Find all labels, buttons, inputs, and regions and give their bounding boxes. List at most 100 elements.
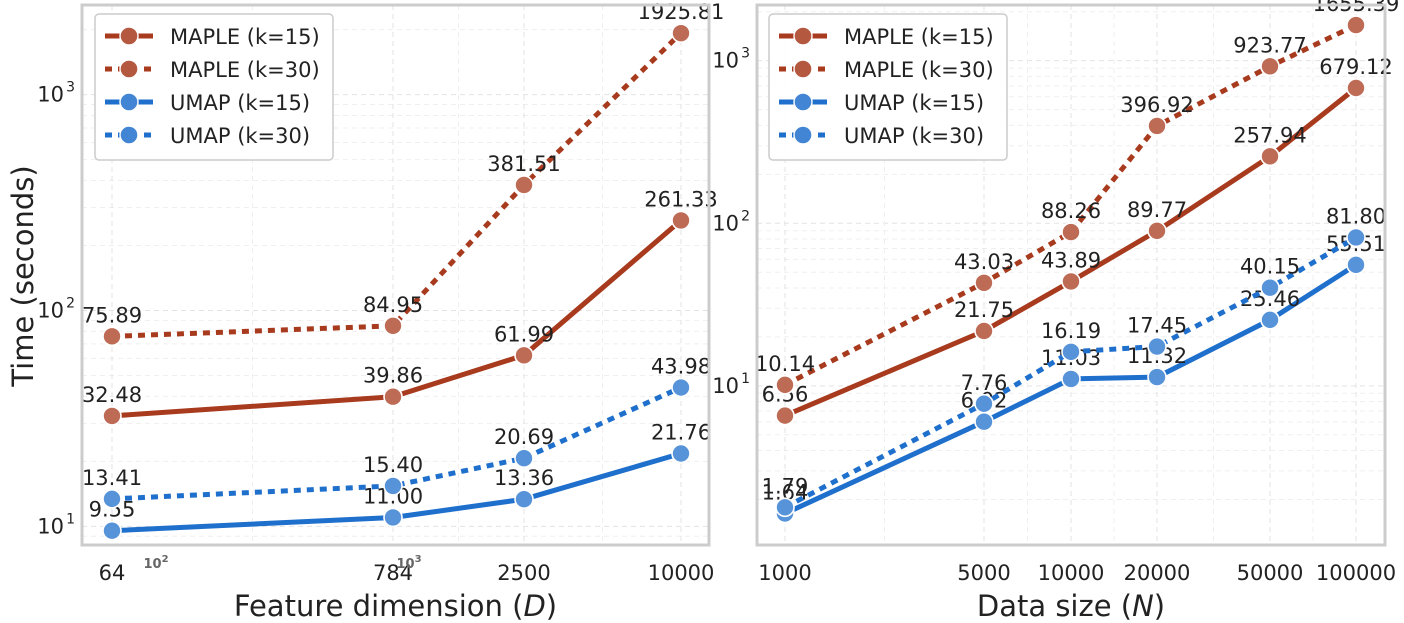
x-axis-label-var: D	[523, 589, 545, 623]
series-umap-k-30: 1.79 7.76 16.19 17.45 40.15 81.80	[762, 204, 1386, 518]
data-point	[514, 489, 534, 510]
data-label: 21.76	[651, 420, 711, 444]
series-line	[783, 22, 1358, 388]
data-label: 43.89	[1041, 248, 1101, 272]
data-point	[514, 448, 534, 469]
x-tick-label: 100000	[1316, 561, 1396, 585]
y-tick-label: 10	[712, 211, 739, 235]
legend-label: MAPLE (k=15)	[844, 25, 994, 49]
data-label: 81.80	[1326, 204, 1386, 228]
data-label: 40.15	[1240, 255, 1300, 279]
data-point	[974, 321, 994, 341]
data-point	[102, 406, 122, 426]
x-axis-label: Data size (N)	[977, 589, 1165, 623]
x-ticks: 1000 5000 10000 20000 50000 100000	[758, 561, 1396, 585]
data-point	[383, 315, 403, 336]
y-tick-exponent: 3	[741, 46, 750, 62]
data-point	[1260, 146, 1280, 167]
y-tick-base: 10	[712, 211, 739, 235]
plot-frame	[755, 3, 1387, 547]
legend-marker	[119, 92, 139, 112]
data-label: 381.51	[487, 152, 560, 176]
series-line	[783, 262, 1358, 516]
data-point	[1147, 116, 1167, 136]
x-minor-tick-label: 103	[396, 554, 421, 572]
legend-item: MAPLE (k=15)	[779, 25, 994, 49]
x-axis-label: Feature dimension (D)	[234, 589, 557, 623]
y-tick-label: 10	[37, 83, 64, 107]
data-point	[1061, 222, 1081, 242]
series-umap-k-30: 13.41 15.40 20.69 43.98	[82, 355, 711, 509]
data-point	[1061, 369, 1081, 389]
x-tick-label: 10000	[648, 561, 715, 585]
legend-label: UMAP (k=30)	[844, 124, 984, 148]
legend: MAPLE (k=15) MAPLE (k=30) UMAP (k=15) UMAP …	[768, 13, 1008, 161]
legend-marker	[793, 125, 813, 145]
x-tick-label: 10000	[1038, 561, 1105, 585]
data-label: 396.92	[1120, 93, 1193, 117]
series-line	[111, 218, 683, 419]
y-tick-label: 10	[712, 49, 739, 73]
data-point	[974, 393, 994, 414]
legend-item: UMAP (k=30)	[779, 124, 984, 148]
series-line	[784, 86, 1358, 418]
data-point	[671, 210, 691, 231]
legend-box	[768, 13, 1008, 161]
data-point	[1260, 310, 1280, 330]
data-point	[974, 273, 994, 293]
legend-label: UMAP (k=30)	[170, 124, 310, 148]
legend-label: MAPLE (k=15)	[170, 25, 320, 49]
data-point	[1346, 227, 1366, 248]
data-label: 43.98	[651, 355, 711, 379]
data-label: 679.12	[1319, 55, 1392, 79]
data-point	[1260, 56, 1280, 77]
data-point	[671, 23, 691, 43]
data-point	[102, 326, 122, 347]
data-point	[974, 411, 994, 432]
data-label: 261.33	[644, 187, 717, 211]
legend-item: UMAP (k=30)	[105, 124, 310, 148]
minor-base: 10	[396, 557, 414, 572]
legend-label: UMAP (k=15)	[844, 91, 984, 115]
minor-exp: 2	[162, 554, 169, 565]
data-label: 39.86	[363, 364, 423, 388]
y-tick-base: 10	[37, 83, 64, 107]
data-point	[671, 377, 691, 398]
series-line	[783, 235, 1358, 510]
data-label: 13.41	[82, 466, 142, 490]
data-label: 923.77	[1233, 33, 1306, 57]
y-tick-label: 10	[37, 298, 64, 322]
y-tick-base: 10	[37, 514, 64, 538]
data-point	[383, 507, 403, 528]
data-point	[1147, 221, 1167, 241]
y-tick-label: 10	[712, 374, 739, 398]
data-label: 32.48	[82, 383, 142, 407]
data-label: 21.75	[954, 298, 1014, 322]
data-point	[1260, 277, 1280, 298]
x-tick-label: 2500	[497, 561, 550, 585]
data-label: 20.69	[494, 425, 554, 449]
y-tick-base: 10	[712, 374, 739, 398]
series-maple-k-15: 32.48 39.86 61.99 261.33	[82, 187, 718, 426]
x-tick-label: 64	[99, 561, 126, 585]
data-label: 257.94	[1233, 123, 1306, 147]
data-point	[775, 405, 795, 426]
data-point	[1346, 78, 1366, 98]
data-point	[1061, 342, 1081, 362]
y-tick-exponent: 2	[66, 295, 75, 311]
data-point	[775, 497, 795, 518]
legend-label: MAPLE (k=30)	[170, 58, 320, 82]
y-tick-exponent: 1	[741, 371, 750, 387]
legend-box	[94, 13, 334, 161]
minor-exp: 3	[415, 554, 422, 565]
data-label: 43.03	[954, 250, 1014, 274]
data-point	[671, 443, 691, 464]
